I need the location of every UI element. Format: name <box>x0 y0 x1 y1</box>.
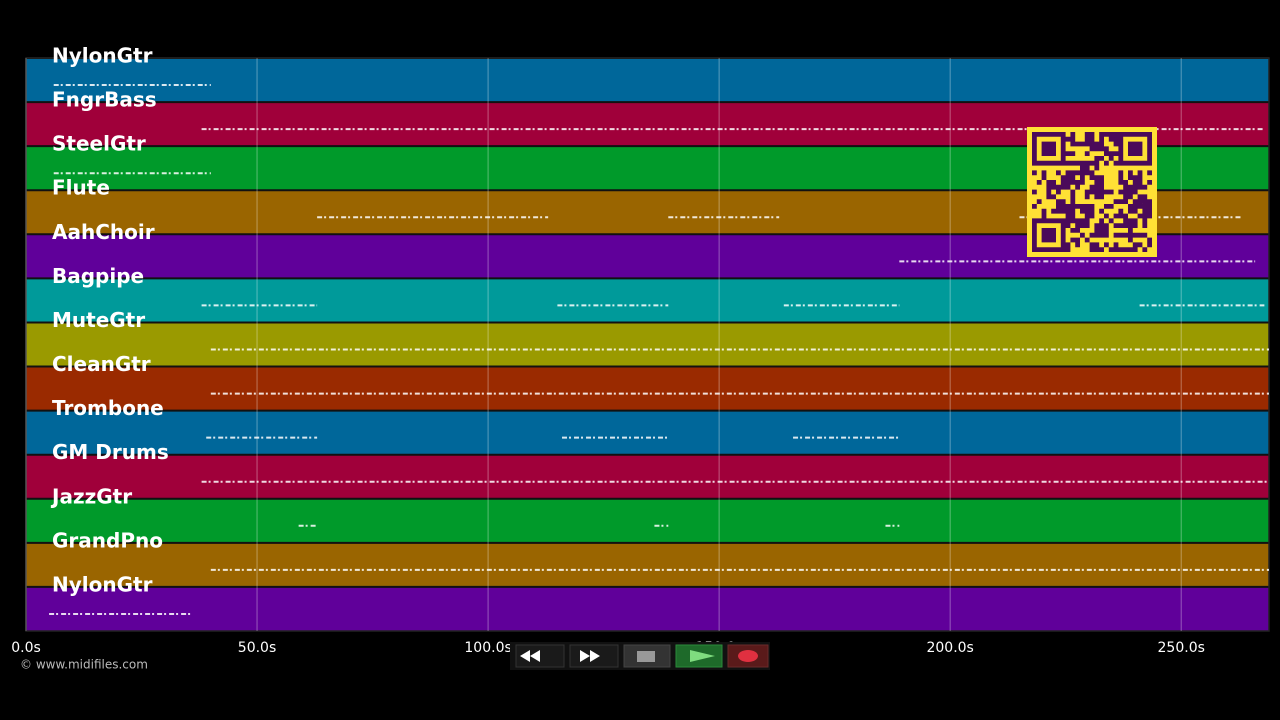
track-row <box>26 454 1269 499</box>
record-button[interactable] <box>727 644 769 668</box>
time-tick-label: 200.0s <box>926 640 973 656</box>
track-labels: NylonGtr FngrBass SteelGtr Flute AahChoir Bag… <box>50 44 169 597</box>
play-button[interactable] <box>675 644 723 668</box>
track-row <box>26 278 1269 323</box>
rewind-button[interactable] <box>515 644 565 668</box>
track-name: SteelGtr <box>52 132 146 156</box>
track-row <box>26 542 1269 587</box>
stop-button[interactable] <box>623 644 671 668</box>
track-rows <box>25 57 1270 632</box>
time-tick-label: 100.0s <box>464 640 511 656</box>
track-name: GM Drums <box>52 440 169 464</box>
plot-border <box>25 57 1270 632</box>
track-name: Trombone <box>52 396 164 420</box>
track-row <box>26 322 1269 367</box>
track-row <box>26 498 1269 543</box>
track-row <box>26 366 1269 411</box>
track-row <box>26 586 1269 631</box>
qr-code <box>1027 127 1157 257</box>
track-name: MuteGtr <box>52 308 145 332</box>
time-tick-label: 0.0s <box>11 640 41 656</box>
track-row <box>26 410 1269 455</box>
track-name: NylonGtr <box>52 44 153 68</box>
notes <box>49 84 1269 615</box>
track-name: AahChoir <box>52 220 155 244</box>
track-name: FngrBass <box>52 88 157 112</box>
track-name: NylonGtr <box>52 572 153 596</box>
track-name: Bagpipe <box>52 264 144 288</box>
transport-controls <box>510 642 770 670</box>
track-name: JazzGtr <box>50 484 132 508</box>
footer: © www.midifiles.com <box>20 658 148 672</box>
fast-forward-button[interactable] <box>569 644 619 668</box>
qr-pattern <box>1032 132 1152 252</box>
time-tick-label: 50.0s <box>238 640 276 656</box>
grid <box>25 58 1182 631</box>
track-name: GrandPno <box>52 528 163 552</box>
track-name: CleanGtr <box>52 352 151 376</box>
track-row <box>26 58 1269 103</box>
track-name: Flute <box>52 176 110 200</box>
time-tick-label: 250.0s <box>1158 640 1205 656</box>
